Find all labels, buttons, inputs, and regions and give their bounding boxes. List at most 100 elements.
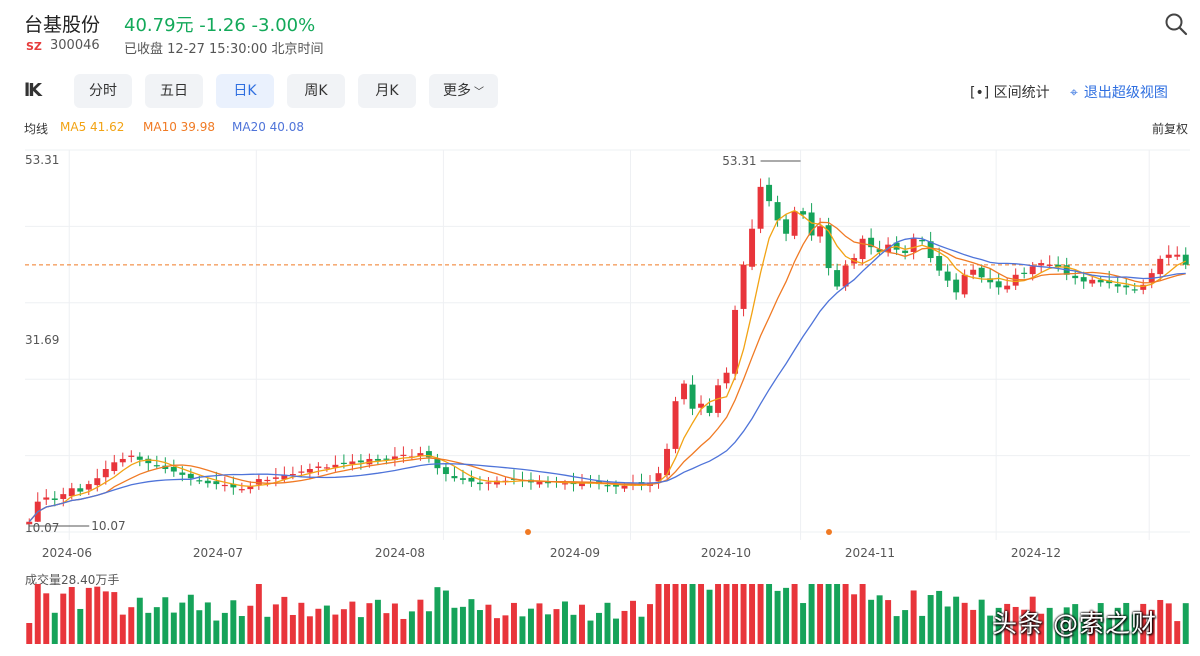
volume-bar <box>85 587 92 644</box>
volume-bar <box>485 604 492 644</box>
volume-bar <box>936 590 943 644</box>
volume-bar <box>26 623 33 644</box>
candle <box>119 452 126 467</box>
exit-super-view-label: 退出超级视图 <box>1083 85 1168 101</box>
volume-bar <box>417 599 424 644</box>
volume-bar <box>1182 603 1189 644</box>
watermark: 头条 @索之财 <box>992 609 1157 638</box>
candle-body <box>1080 277 1087 282</box>
candle-body <box>825 225 832 269</box>
volume-bar <box>740 584 747 644</box>
tab-monthly-k[interactable]: 月K <box>358 74 416 108</box>
volume-bar <box>698 584 705 644</box>
exit-super-view-button[interactable]: ⌖ 退出超级视图 <box>1070 82 1168 102</box>
candle-body <box>859 238 866 260</box>
volume-bar <box>791 584 798 644</box>
candle <box>681 380 688 405</box>
candle-body <box>791 211 798 236</box>
volume-bar <box>315 608 322 644</box>
candle-body <box>1089 279 1096 284</box>
candle <box>834 263 841 290</box>
candle-body <box>468 477 475 482</box>
y-axis-label: 10.07 <box>25 521 59 535</box>
volume-bar <box>1046 607 1053 644</box>
candle <box>783 213 790 242</box>
volume-bar <box>1072 604 1079 644</box>
candle-body <box>60 494 67 499</box>
volume-bar <box>111 592 118 644</box>
candle-body <box>876 249 883 253</box>
volume-bar <box>757 584 764 644</box>
candle-body <box>604 485 611 487</box>
candle <box>638 473 645 491</box>
period-tabs: 分时 五日 日K 周K 月K 更多 ﹀ <box>74 74 498 108</box>
candle-body <box>953 279 960 293</box>
volume-bar <box>221 612 228 644</box>
candle-body <box>94 478 101 486</box>
volume-bar <box>681 584 688 644</box>
volume-bar <box>970 609 977 644</box>
tab-daily-k[interactable]: 日K <box>216 74 274 108</box>
candle-body <box>808 212 815 236</box>
candle <box>442 463 449 482</box>
volume-bar <box>1131 614 1138 644</box>
candle <box>1123 278 1130 295</box>
candle-body <box>800 211 807 215</box>
candle-body <box>400 454 407 456</box>
volume-bar <box>800 603 807 644</box>
x-axis-label: 2024-08 <box>375 546 425 560</box>
candle <box>451 466 458 482</box>
volume-bar <box>621 610 628 644</box>
kline-toggle-icon[interactable]: lK <box>24 80 42 101</box>
candle-body <box>536 481 543 485</box>
candle <box>468 470 475 487</box>
candle-body <box>689 384 696 409</box>
candle <box>221 476 228 492</box>
volume-bar <box>1097 603 1104 644</box>
volume-bar <box>391 603 398 644</box>
candle <box>902 245 909 260</box>
volume-bar <box>664 584 671 644</box>
candle <box>1174 246 1181 261</box>
candle-body <box>970 269 977 275</box>
candle <box>145 455 152 471</box>
volume-bar <box>978 599 985 644</box>
candle <box>723 367 730 389</box>
candle <box>817 217 824 243</box>
tab-five-day[interactable]: 五日 <box>145 74 203 108</box>
range-stat-button[interactable]: [•] 区间统计 <box>970 85 1050 101</box>
volume-bar <box>1063 607 1070 644</box>
candle-body <box>247 486 254 490</box>
adjust-mode[interactable]: 前复权 <box>1151 122 1188 136</box>
candle-body <box>136 456 143 460</box>
candle-body <box>332 464 339 468</box>
volume-bar <box>306 616 313 644</box>
tab-weekly-k[interactable]: 周K <box>287 74 345 108</box>
candle-body <box>579 482 585 487</box>
candle <box>978 264 985 283</box>
candle-body <box>766 184 773 202</box>
volume-bar <box>442 590 449 644</box>
volume-bar <box>527 608 534 644</box>
volume-bar <box>1174 621 1181 644</box>
volume-bar <box>213 620 220 644</box>
candle-body <box>961 274 968 295</box>
search-icon[interactable] <box>1164 12 1188 36</box>
candle-body <box>621 485 628 489</box>
candle <box>391 447 398 467</box>
candle-body <box>1021 272 1028 274</box>
candle <box>1089 275 1096 287</box>
volume-bar <box>774 590 781 644</box>
candle <box>162 457 169 474</box>
candle <box>408 449 415 461</box>
volume-bar <box>162 597 169 644</box>
tab-intraday[interactable]: 分时 <box>74 74 132 108</box>
volume-bar <box>43 593 50 644</box>
volume-bar <box>1140 603 1147 644</box>
y-axis-label: 31.69 <box>25 333 59 347</box>
volume-bar <box>434 587 441 644</box>
candle-body <box>613 484 619 487</box>
candle-body <box>391 456 398 460</box>
tab-more[interactable]: 更多 ﹀ <box>429 74 498 108</box>
